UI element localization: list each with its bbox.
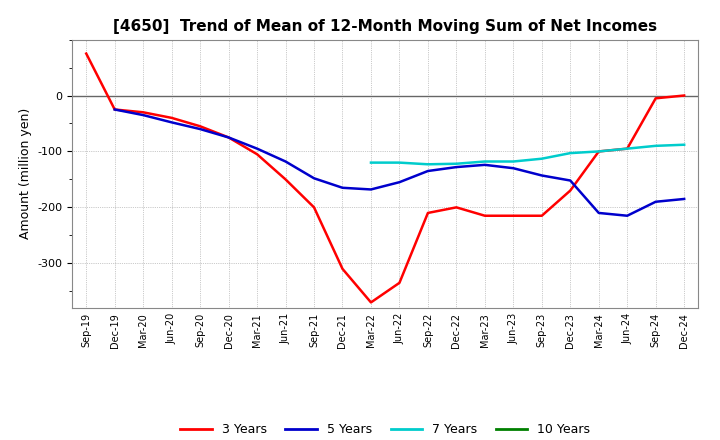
3 Years [680,93,688,98]
Legend: 3 Years, 5 Years, 7 Years, 10 Years: 3 Years, 5 Years, 7 Years, 10 Years [176,418,595,440]
7 Years [480,159,489,164]
5 Years [167,120,176,125]
3 Years [623,146,631,151]
3 Years [196,124,204,129]
3 Years [652,95,660,101]
3 Years [566,188,575,193]
5 Years [566,178,575,183]
5 Years [423,169,432,174]
5 Years [509,165,518,171]
7 Years [395,160,404,165]
7 Years [680,142,688,147]
Title: [4650]  Trend of Mean of 12-Month Moving Sum of Net Incomes: [4650] Trend of Mean of 12-Month Moving … [113,19,657,34]
7 Years [595,149,603,154]
3 Years [366,300,375,305]
5 Years [537,173,546,178]
3 Years [310,205,318,210]
5 Years [480,162,489,168]
5 Years [110,107,119,112]
5 Years [366,187,375,192]
3 Years [423,210,432,216]
3 Years [509,213,518,218]
3 Years [110,107,119,112]
5 Years [310,176,318,181]
Line: 7 Years: 7 Years [371,145,684,164]
Y-axis label: Amount (million yen): Amount (million yen) [19,108,32,239]
3 Years [537,213,546,218]
3 Years [595,149,603,154]
5 Years [225,135,233,140]
5 Years [623,213,631,218]
3 Years [139,110,148,115]
5 Years [139,113,148,118]
5 Years [680,196,688,202]
3 Years [282,177,290,182]
5 Years [338,185,347,191]
5 Years [452,165,461,170]
7 Years [537,156,546,161]
5 Years [395,180,404,185]
7 Years [366,160,375,165]
Line: 3 Years: 3 Years [86,54,684,302]
3 Years [167,115,176,121]
Line: 5 Years: 5 Years [114,110,684,216]
3 Years [253,152,261,157]
5 Years [253,146,261,151]
3 Years [395,280,404,286]
5 Years [595,210,603,216]
3 Years [452,205,461,210]
5 Years [652,199,660,205]
7 Years [509,159,518,164]
7 Years [566,150,575,156]
3 Years [225,135,233,140]
7 Years [452,161,461,166]
7 Years [652,143,660,148]
3 Years [338,266,347,271]
3 Years [480,213,489,218]
5 Years [196,126,204,132]
5 Years [282,159,290,164]
7 Years [623,146,631,151]
7 Years [423,161,432,167]
3 Years [82,51,91,56]
